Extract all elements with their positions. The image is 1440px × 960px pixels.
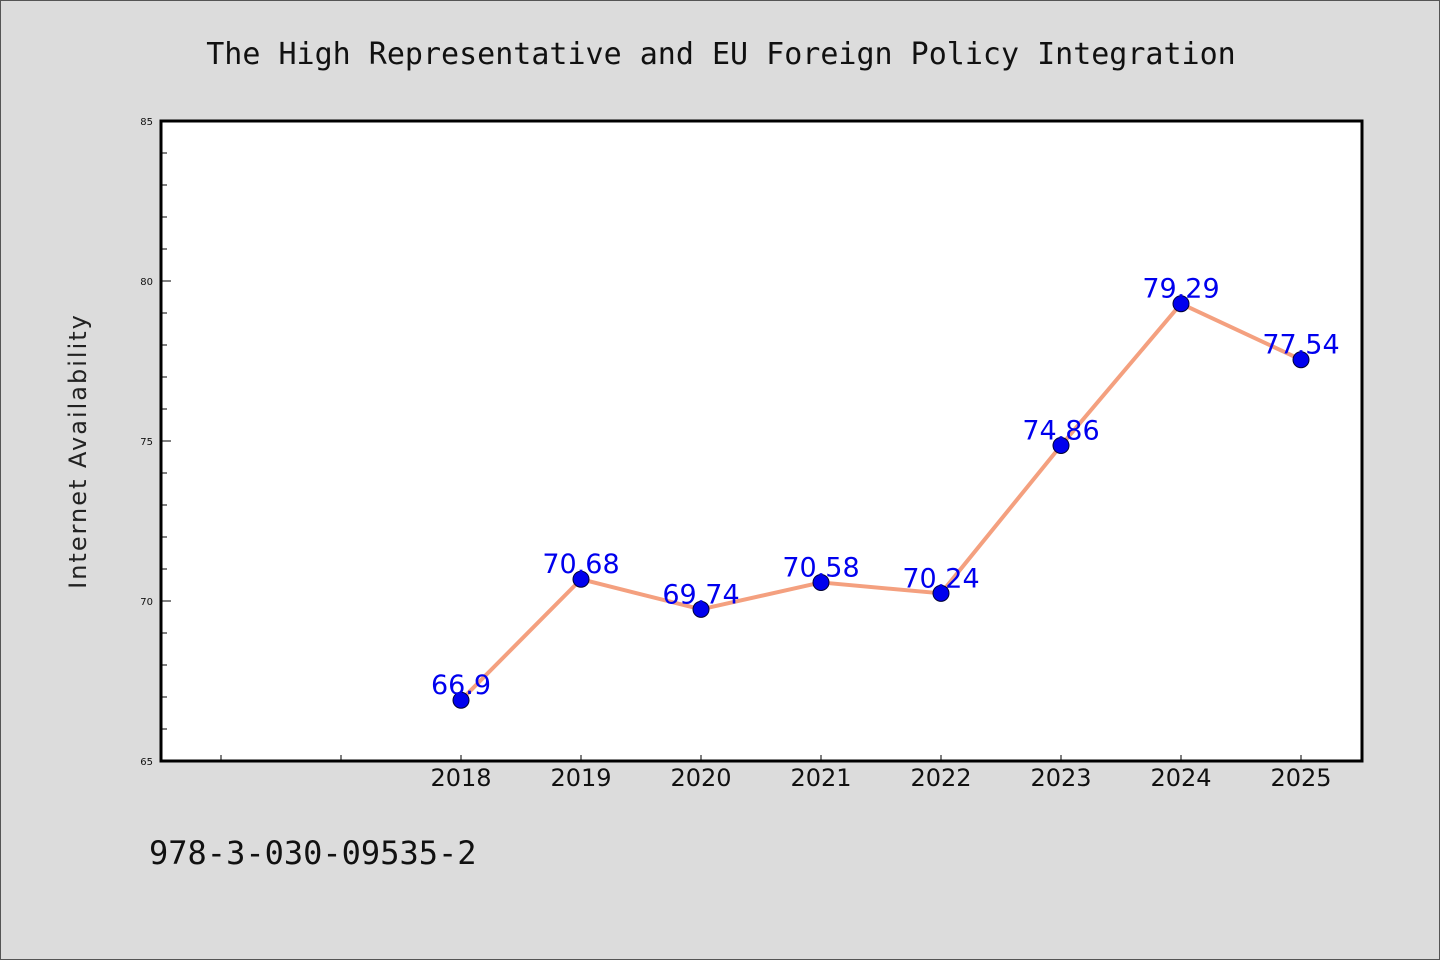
data-point: [1052, 436, 1070, 454]
data-label: 79.29: [1142, 274, 1219, 305]
data-label: 66.9: [431, 670, 491, 701]
y-tick-label: 65: [140, 757, 153, 768]
plot-area: [159, 119, 1364, 763]
x-tick-label: 2024: [1150, 764, 1211, 792]
y-tick-label: 85: [140, 117, 153, 128]
x-tick-label: 2023: [1030, 764, 1091, 792]
chart-title: The High Representative and EU Foreign P…: [206, 37, 1236, 72]
data-label: 70.68: [542, 549, 619, 580]
data-label-group: 66.9 70.68 69.74 70.58 70.24 74.86 79.29 77.54: [431, 274, 1340, 701]
data-point: [1172, 295, 1190, 313]
x-tick-label: 2018: [430, 764, 491, 792]
data-label: 70.58: [782, 552, 859, 583]
data-point: [1292, 351, 1310, 369]
data-label: 77.54: [1262, 330, 1339, 361]
data-point: [692, 600, 710, 618]
data-label: 74.86: [1022, 415, 1099, 446]
x-tick-label: 2019: [550, 764, 611, 792]
y-tick-label: 75: [140, 437, 153, 448]
data-label: 70.24: [902, 563, 979, 594]
y-tick-label: 80: [140, 277, 153, 288]
x-tick-label: 2022: [910, 764, 971, 792]
data-point: [572, 570, 590, 588]
data-point: [812, 573, 830, 591]
x-tick-label: 2020: [670, 764, 731, 792]
footer-code: 978-3-030-09535-2: [149, 834, 477, 872]
data-point: [932, 584, 950, 602]
y-axis: 65 70 75 80 85: [140, 117, 171, 768]
series-line: [459, 301, 1303, 703]
data-point: [452, 691, 470, 709]
y-axis-label: Internet Availability: [64, 313, 92, 589]
series-line-group: [452, 295, 1310, 709]
data-label: 69.74: [662, 579, 739, 610]
y-tick-label: 70: [140, 597, 153, 608]
x-tick-label: 2025: [1270, 764, 1331, 792]
x-axis: 2018 2019 2020 2021 2022 2023 2024 2025: [220, 755, 1332, 792]
x-tick-label: 2021: [790, 764, 851, 792]
